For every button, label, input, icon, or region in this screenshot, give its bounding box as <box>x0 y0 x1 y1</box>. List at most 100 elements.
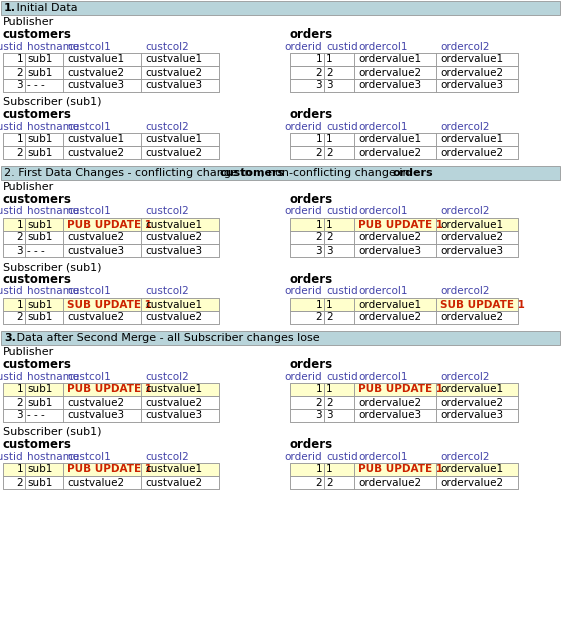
Text: sub1: sub1 <box>27 147 52 157</box>
Text: orders: orders <box>290 358 333 371</box>
Bar <box>3 244 25 257</box>
Text: ordervalue1: ordervalue1 <box>358 299 421 310</box>
Text: 2: 2 <box>326 147 333 157</box>
Text: custvalue3: custvalue3 <box>145 246 202 255</box>
Text: sub1: sub1 <box>27 220 52 230</box>
Bar <box>436 244 518 257</box>
Text: custcol2: custcol2 <box>145 371 188 381</box>
Text: custcol1: custcol1 <box>67 122 111 131</box>
Bar <box>290 53 324 66</box>
Bar <box>3 311 219 324</box>
Text: ordervalue2: ordervalue2 <box>358 67 421 78</box>
Text: orders: orders <box>290 108 333 121</box>
Text: Subscriber (sub1): Subscriber (sub1) <box>3 97 102 107</box>
Bar <box>290 409 324 422</box>
Bar <box>324 463 354 476</box>
Bar <box>141 476 219 489</box>
Text: ordervalue2: ordervalue2 <box>440 312 503 323</box>
Bar <box>290 409 518 422</box>
Bar <box>290 66 324 79</box>
Bar <box>25 463 63 476</box>
Text: orderid: orderid <box>284 452 322 462</box>
Text: custvalue2: custvalue2 <box>67 312 124 323</box>
Text: custvalue2: custvalue2 <box>145 312 202 323</box>
Text: ordercol1: ordercol1 <box>358 286 407 297</box>
Text: hostname: hostname <box>27 41 79 51</box>
Bar <box>436 383 518 396</box>
Bar <box>290 133 324 146</box>
Text: hostname: hostname <box>27 452 79 462</box>
Bar <box>3 79 219 92</box>
Bar <box>290 231 518 244</box>
Bar <box>3 231 219 244</box>
Bar <box>324 244 354 257</box>
Bar <box>290 311 324 324</box>
Text: custid: custid <box>0 207 23 217</box>
Bar <box>25 396 63 409</box>
Text: ordervalue1: ordervalue1 <box>440 465 503 474</box>
Text: custvalue2: custvalue2 <box>145 147 202 157</box>
Text: Publisher: Publisher <box>3 347 54 357</box>
Bar <box>290 244 324 257</box>
Text: custvalue3: custvalue3 <box>145 410 202 421</box>
Bar <box>63 66 141 79</box>
Text: Subscriber (sub1): Subscriber (sub1) <box>3 262 102 272</box>
Bar <box>290 53 518 66</box>
Text: custvalue2: custvalue2 <box>67 397 124 407</box>
Text: custcol1: custcol1 <box>67 371 111 381</box>
Bar <box>3 409 25 422</box>
Text: custid: custid <box>326 371 357 381</box>
Text: orders: orders <box>290 193 333 205</box>
Text: 1: 1 <box>315 299 322 310</box>
Text: 3: 3 <box>326 410 333 421</box>
Bar <box>25 218 63 231</box>
Text: custvalue3: custvalue3 <box>67 246 124 255</box>
Text: 2: 2 <box>315 147 322 157</box>
Text: custvalue2: custvalue2 <box>145 478 202 487</box>
Bar <box>354 53 436 66</box>
Bar <box>141 79 219 92</box>
Bar <box>3 298 219 311</box>
Text: custid: custid <box>0 41 23 51</box>
Text: orders: orders <box>290 437 333 451</box>
Bar <box>63 311 141 324</box>
Text: Publisher: Publisher <box>3 17 54 27</box>
Text: Initial Data: Initial Data <box>13 3 78 13</box>
Bar <box>354 79 436 92</box>
Text: sub1: sub1 <box>27 67 52 78</box>
Bar <box>25 476 63 489</box>
Text: - - -: - - - <box>27 80 45 91</box>
Text: 1: 1 <box>326 384 333 394</box>
Bar <box>3 218 25 231</box>
Bar <box>324 476 354 489</box>
Text: 2: 2 <box>326 67 333 78</box>
Text: 3: 3 <box>315 410 322 421</box>
Bar <box>3 53 25 66</box>
Text: 1: 1 <box>315 465 322 474</box>
Text: custcol2: custcol2 <box>145 41 188 51</box>
Text: custvalue2: custvalue2 <box>67 147 124 157</box>
Bar <box>290 311 518 324</box>
Bar <box>63 396 141 409</box>
Text: 1: 1 <box>16 465 23 474</box>
Text: ordercol2: ordercol2 <box>440 41 490 51</box>
Text: custvalue2: custvalue2 <box>67 67 124 78</box>
Text: custvalue1: custvalue1 <box>145 465 202 474</box>
Text: , non-conflicting change in: , non-conflicting change in <box>261 168 413 178</box>
Text: ordervalue1: ordervalue1 <box>358 135 421 144</box>
Text: custvalue1: custvalue1 <box>145 220 202 230</box>
Text: custvalue1: custvalue1 <box>145 54 202 65</box>
Text: ordercol2: ordercol2 <box>440 122 490 131</box>
Bar <box>354 146 436 159</box>
Bar <box>25 383 63 396</box>
Text: ordervalue2: ordervalue2 <box>358 478 421 487</box>
Bar <box>63 409 141 422</box>
Text: orders: orders <box>290 28 333 41</box>
Bar <box>3 383 219 396</box>
Text: custid: custid <box>0 452 23 462</box>
Text: 3: 3 <box>326 80 333 91</box>
Bar <box>63 79 141 92</box>
Bar <box>3 298 25 311</box>
Bar <box>63 133 141 146</box>
Bar <box>436 396 518 409</box>
